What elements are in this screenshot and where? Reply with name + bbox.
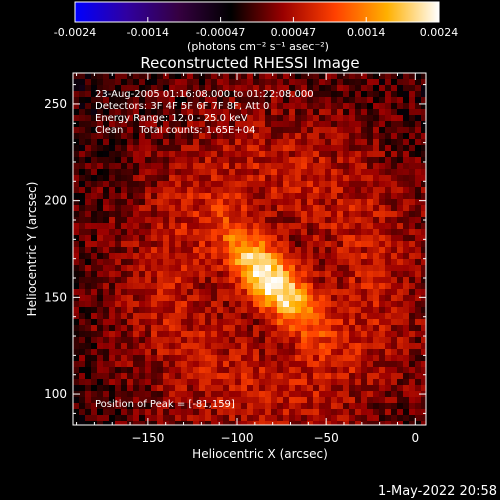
y-axis-label: Heliocentric Y (arcsec) <box>25 182 39 317</box>
footer-date: 1-May-2022 20:58 <box>378 484 497 499</box>
colorbar-tick-label: -0.00047 <box>196 26 245 39</box>
colorbar-tick-label: -0.0024 <box>54 26 96 39</box>
y-tick-label: 200 <box>44 194 67 208</box>
peak-position-label: Position of Peak = [-81,159] <box>95 399 235 410</box>
y-tick-label: 150 <box>44 290 67 304</box>
y-tick-label: 250 <box>44 97 67 111</box>
x-tick-label: 0 <box>411 431 419 445</box>
x-tick-label: −50 <box>313 431 338 445</box>
plot-frame <box>72 72 427 426</box>
info-energy-range: Energy Range: 12.0 - 25.0 keV <box>95 113 248 124</box>
chart-title: Reconstructed RHESSI Image <box>140 54 359 72</box>
x-axis-label: Heliocentric X (arcsec) <box>192 447 328 461</box>
info-block: 23-Aug-2005 01:16:08.000 to 01:22:08.000… <box>95 89 314 136</box>
colorbar-tick-label: 0.0024 <box>420 26 459 39</box>
colorbar-tick-label: 0.00047 <box>271 26 317 39</box>
axis-ticks: −150 −100 −50 0 100 150 200 250 <box>44 73 426 445</box>
colorbar: -0.0024 -0.0014 -0.00047 0.00047 0.0014 0.002… <box>54 1 458 53</box>
plot-area: −150 −100 −50 0 100 150 200 250 <box>44 72 427 445</box>
info-detectors: Detectors: 3F 4F 5F 6F 7F 8F, Att 0 <box>95 101 269 112</box>
info-clean-counts: Clean Total counts: 1.65E+04 <box>95 125 255 136</box>
x-tick-label: −100 <box>221 431 254 445</box>
info-time-range: 23-Aug-2005 01:16:08.000 to 01:22:08.000 <box>95 89 314 100</box>
y-tick-label: 100 <box>44 387 67 401</box>
colorbar-tick-label: 0.0014 <box>347 26 386 39</box>
colorbar-ticks: -0.0024 -0.0014 -0.00047 0.00047 0.0014 0.002… <box>54 17 458 39</box>
colorbar-unit-label: (photons cm⁻² s⁻¹ asec⁻²) <box>187 40 329 53</box>
colorbar-gradient <box>74 1 440 23</box>
x-tick-label: −150 <box>131 431 164 445</box>
colorbar-tick-label: -0.0014 <box>127 26 169 39</box>
heatmap-image <box>73 73 426 425</box>
